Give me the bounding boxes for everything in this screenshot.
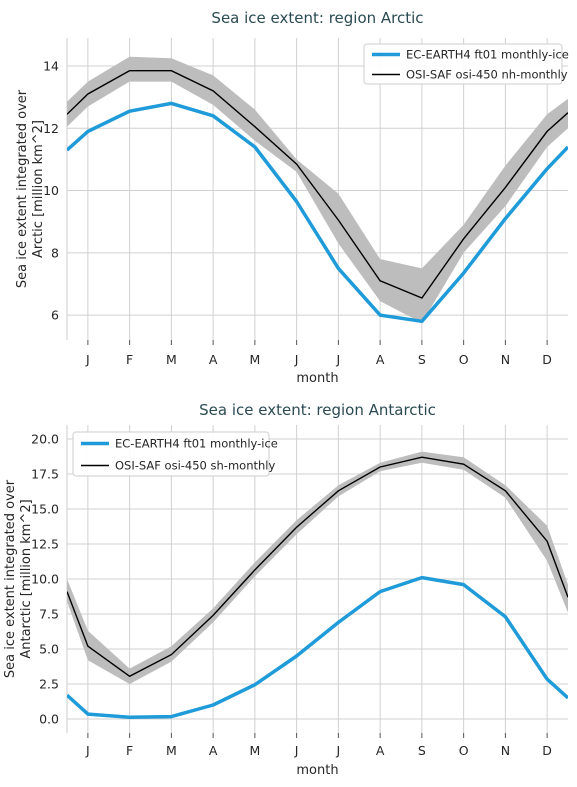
- x-tick-label: M: [166, 352, 177, 367]
- plot-area: [67, 56, 568, 324]
- y-axis-label: Arctic [million km^2]: [31, 120, 46, 258]
- legend-label: OSI-SAF osi-450 nh-monthly: [406, 68, 568, 82]
- y-tick-label: 14: [43, 59, 59, 74]
- x-tick-label: A: [209, 352, 218, 367]
- x-tick-label: J: [294, 352, 299, 367]
- chart-title: Sea ice extent: region Antarctic: [199, 401, 436, 419]
- y-axis-label: Sea ice extent integrated over: [15, 89, 30, 288]
- x-tick-label: J: [85, 743, 90, 758]
- chart-panel-2: Sea ice extent: region Antarctic 0.0 2.5 5.…: [3, 401, 568, 778]
- x-tick-label: O: [459, 352, 469, 367]
- y-tick-label: 10: [43, 183, 59, 198]
- reference-series-line: [67, 456, 568, 678]
- y-tick-label: 0.0: [39, 712, 59, 727]
- x-tick-label: A: [209, 743, 218, 758]
- x-tick-label: J: [336, 743, 341, 758]
- y-tick-label: 20.0: [31, 432, 59, 447]
- x-tick-label: N: [501, 743, 510, 758]
- legend: EC-EARTH4 ft01 monthly-ice OSI-SAF osi-45…: [72, 431, 278, 477]
- x-tick-label: F: [126, 743, 133, 758]
- x-tick-label: D: [542, 743, 552, 758]
- x-tick-label: D: [542, 352, 552, 367]
- model-series-line: [67, 575, 568, 720]
- plot-area: [67, 451, 568, 720]
- x-tick-label: S: [418, 352, 426, 367]
- legend-box: [72, 431, 270, 477]
- x-tick-label: M: [166, 743, 177, 758]
- x-tick-label: J: [85, 352, 90, 367]
- chart-title: Sea ice extent: region Arctic: [211, 9, 423, 27]
- model-series-line: [67, 101, 568, 324]
- x-tick-label: F: [126, 352, 133, 367]
- y-tick-label: 12.5: [31, 537, 59, 552]
- y-tick-label: 10.0: [31, 572, 59, 587]
- x-axis-label: month: [296, 763, 338, 778]
- y-tick-label: 17.5: [31, 467, 59, 482]
- legend: EC-EARTH4 ft01 monthly-ice OSI-SAF osi-45…: [363, 43, 569, 85]
- y-tick-label: 12: [43, 121, 59, 136]
- reference-uncertainty-band: [67, 56, 568, 323]
- reference-series-line: [67, 69, 568, 299]
- x-tick-label: M: [249, 352, 260, 367]
- y-axis-label: Sea ice extent integrated over: [3, 479, 18, 678]
- x-tick-label: J: [294, 743, 299, 758]
- y-tick-label: 5.0: [39, 642, 59, 657]
- y-tick-label: 7.5: [39, 607, 59, 622]
- chart-panel-1: Sea ice extent: region Arctic 6 8 10 12 14 J F M…: [15, 9, 569, 386]
- x-tick-label: N: [501, 352, 510, 367]
- x-tick-label: J: [336, 352, 341, 367]
- x-tick-label: A: [376, 743, 385, 758]
- x-tick-label: O: [459, 743, 469, 758]
- legend-label: OSI-SAF osi-450 sh-monthly: [115, 459, 275, 473]
- x-axis-label: month: [296, 371, 338, 386]
- x-tick-label: A: [376, 352, 385, 367]
- y-tick-label: 6: [51, 308, 59, 323]
- legend-box: [363, 43, 563, 85]
- x-tick-label: M: [249, 743, 260, 758]
- x-tick-label: S: [418, 743, 426, 758]
- y-tick-label: 2.5: [39, 677, 59, 692]
- reference-uncertainty-band: [67, 451, 568, 684]
- y-tick-label: 8: [51, 245, 59, 260]
- y-axis-label: Antarctic [million km^2]: [19, 499, 34, 658]
- y-tick-label: 15.0: [31, 502, 59, 517]
- legend-label: EC-EARTH4 ft01 monthly-ice: [406, 48, 569, 62]
- legend-label: EC-EARTH4 ft01 monthly-ice: [115, 437, 278, 451]
